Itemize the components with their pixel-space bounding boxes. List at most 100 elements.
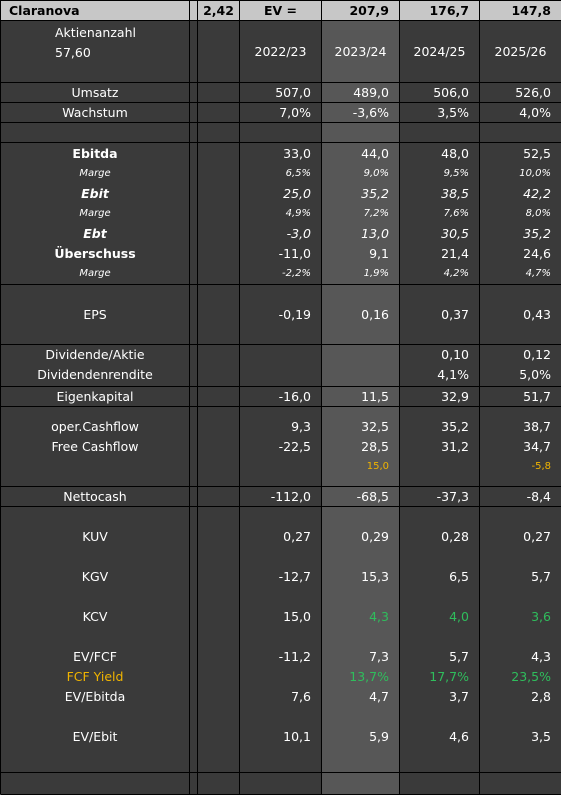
value-cell[interactable]: 526,0 — [480, 83, 561, 103]
multiples-values-cell[interactable]: 0,29 15,3 4,3 7,3 13,7% 4,7 5,9 — [322, 507, 400, 773]
fcf-value: 34,7 — [523, 439, 551, 454]
dividend-values-cell[interactable] — [322, 345, 400, 387]
empty-row-cell — [1, 773, 190, 795]
year-header[interactable]: 2023/24 — [322, 21, 400, 83]
value-cell[interactable]: 489,0 — [322, 83, 400, 103]
pnl-values-cell[interactable]: 52,5 10,0% 42,2 8,0% 35,2 24,6 4,7% — [480, 143, 561, 285]
ev-label: EV = — [263, 3, 298, 18]
spacer-cell — [190, 1, 198, 21]
value-cell[interactable]: 506,0 — [400, 83, 480, 103]
marge-value: 8,0% — [525, 208, 551, 219]
eigenkapital-value: 11,5 — [361, 389, 389, 404]
value-cell[interactable]: 51,7 — [480, 387, 561, 407]
kuv-value: 0,27 — [523, 529, 551, 544]
ebt-value: 35,2 — [523, 226, 551, 241]
spacer-cell — [190, 21, 198, 83]
marge-label: Marge — [79, 268, 111, 279]
evebitda-label: EV/Ebitda — [64, 689, 126, 704]
dividend-values-cell[interactable]: 0,12 5,0% — [480, 345, 561, 387]
fcfyield-value: 23,5% — [511, 669, 551, 684]
dividende-value: 0,12 — [523, 347, 551, 362]
year-header[interactable]: 2022/23 — [240, 21, 322, 83]
value-cell[interactable]: 3,5% — [400, 103, 480, 123]
dividend-labels-cell[interactable]: Dividende/Aktie Dividendenrendite — [1, 345, 190, 387]
kcv-value: 4,3 — [369, 609, 389, 624]
wachstum-value: -3,6% — [352, 105, 389, 120]
ev-value-cell[interactable]: 147,8 — [480, 1, 561, 21]
empty-cell — [198, 345, 240, 387]
row-label-eps[interactable]: EPS — [1, 285, 190, 345]
marge-value: 7,2% — [363, 208, 389, 219]
row-label-eigenkapital[interactable]: Eigenkapital — [1, 387, 190, 407]
eps-value: 0,43 — [523, 307, 551, 322]
fcf-note-value: -5,8 — [531, 461, 551, 472]
rendite-value: 5,0% — [519, 367, 551, 382]
cashflow-values-cell[interactable]: 35,2 31,2 — [400, 407, 480, 487]
share-price-cell[interactable]: 2,42 — [198, 1, 240, 21]
value-cell[interactable]: 0,43 — [480, 285, 561, 345]
value-cell[interactable]: 4,0% — [480, 103, 561, 123]
evebit-value: 10,1 — [283, 729, 311, 744]
ebit-value: 25,0 — [283, 186, 311, 201]
dividende-label: Dividende/Aktie — [45, 347, 145, 362]
kuv-value: 0,29 — [361, 529, 389, 544]
ev-label-cell[interactable]: EV = — [240, 1, 322, 21]
company-name-cell[interactable]: Claranova — [1, 1, 190, 21]
value-cell[interactable]: -68,5 — [322, 487, 400, 507]
pnl-labels-cell[interactable]: Ebitda Marge Ebit Marge Ebt Überschuss M… — [1, 143, 190, 285]
value-cell[interactable]: 0,16 — [322, 285, 400, 345]
row-label-wachstum[interactable]: Wachstum — [1, 103, 190, 123]
value-cell[interactable]: 0,37 — [400, 285, 480, 345]
marge-value: 9,0% — [363, 168, 389, 179]
value-cell[interactable]: -8,4 — [480, 487, 561, 507]
cashflow-values-cell[interactable]: 38,7 34,7 -5,8 — [480, 407, 561, 487]
value-cell[interactable]: 11,5 — [322, 387, 400, 407]
value-cell[interactable]: 32,9 — [400, 387, 480, 407]
kgv-label: KGV — [81, 569, 109, 584]
cashflow-labels-cell[interactable]: oper.Cashflow Free Cashflow — [1, 407, 190, 487]
value-cell[interactable]: -37,3 — [400, 487, 480, 507]
multiples-values-cell[interactable]: 0,27 5,7 3,6 4,3 23,5% 2,8 3,5 — [480, 507, 561, 773]
evfcf-value: 5,7 — [449, 649, 469, 664]
marge-value: 7,6% — [443, 208, 469, 219]
pnl-values-cell[interactable]: 33,0 6,5% 25,0 4,9% -3,0 -11,0 -2,2% — [240, 143, 322, 285]
marge-value: -2,2% — [281, 268, 311, 279]
row-label-umsatz[interactable]: Umsatz — [1, 83, 190, 103]
kgv-value: 15,3 — [361, 569, 389, 584]
empty-cell — [198, 387, 240, 407]
value-cell[interactable]: -112,0 — [240, 487, 322, 507]
eigenkapital-value: -16,0 — [278, 389, 311, 404]
kgv-value: 5,7 — [531, 569, 551, 584]
value-cell[interactable]: -3,6% — [322, 103, 400, 123]
value-cell[interactable]: -16,0 — [240, 387, 322, 407]
value-cell[interactable]: 507,0 — [240, 83, 322, 103]
year-header[interactable]: 2025/26 — [480, 21, 561, 83]
pnl-values-cell[interactable]: 44,0 9,0% 35,2 7,2% 13,0 9,1 1,9% — [322, 143, 400, 285]
empty-cell — [198, 507, 240, 773]
multiples-values-cell[interactable]: 0,27 -12,7 15,0 -11,2 7,6 10,1 — [240, 507, 322, 773]
value-cell[interactable]: 7,0% — [240, 103, 322, 123]
spacer-cell — [190, 773, 198, 795]
multiples-values-cell[interactable]: 0,28 6,5 4,0 5,7 17,7% 3,7 4,6 — [400, 507, 480, 773]
value-cell[interactable]: -0,19 — [240, 285, 322, 345]
cashflow-values-cell[interactable]: 32,5 28,5 15,0 — [322, 407, 400, 487]
ueberschuss-value: -11,0 — [278, 246, 311, 261]
empty-cell — [322, 773, 400, 795]
row-label-nettocash[interactable]: Nettocash — [1, 487, 190, 507]
dividend-values-cell[interactable] — [240, 345, 322, 387]
ev-value-cell[interactable]: 176,7 — [400, 1, 480, 21]
ev-value-cell[interactable]: 207,9 — [322, 1, 400, 21]
pnl-values-cell[interactable]: 48,0 9,5% 38,5 7,6% 30,5 21,4 4,2% — [400, 143, 480, 285]
dividend-values-cell[interactable]: 0,10 4,1% — [400, 345, 480, 387]
nettocash-value: -112,0 — [270, 489, 311, 504]
empty-cell — [322, 123, 400, 143]
nettocash-value: -37,3 — [436, 489, 469, 504]
umsatz-value: 526,0 — [515, 85, 551, 100]
multiples-labels-cell[interactable]: KUV KGV KCV EV/FCF FCF Yield EV/Ebitda E… — [1, 507, 190, 773]
empty-cell — [198, 407, 240, 487]
empty-cell — [198, 773, 240, 795]
year-header[interactable]: 2024/25 — [400, 21, 480, 83]
cashflow-values-cell[interactable]: 9,3 -22,5 — [240, 407, 322, 487]
kcv-value: 4,0 — [449, 609, 469, 624]
shares-cell[interactable]: Aktienanzahl 57,60 — [1, 21, 190, 83]
